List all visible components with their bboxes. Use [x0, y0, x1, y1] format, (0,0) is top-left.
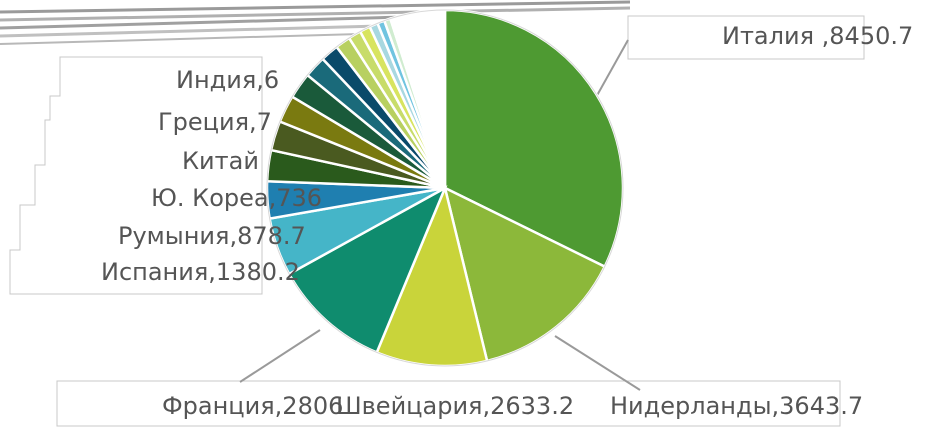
label-box-left: [9, 56, 263, 295]
label-romania: Румыния,878.7: [118, 222, 306, 250]
label-switzerland: Швейцария,2633.2: [336, 392, 575, 420]
pie-slices: [265, 8, 625, 368]
label-france: Франция,2806: [162, 392, 344, 420]
leader-france: [239, 329, 321, 383]
label-box-italy: [627, 15, 865, 60]
label-box-bottom: [56, 380, 841, 427]
label-netherlands: Нидерланды,3643.7: [610, 392, 864, 420]
label-india: Индия,6: [176, 66, 280, 94]
label-china: Китай: [182, 147, 259, 175]
pie-outline: [266, 9, 624, 367]
label-spain: Испания,1380.2: [101, 258, 300, 286]
label-greece: Греция,7: [158, 108, 272, 136]
label-italy: Италия ,8450.7: [722, 22, 914, 50]
label-korea: Ю. Кореа,736: [151, 184, 323, 212]
leader-netherlands: [554, 335, 641, 391]
background-streaks: [0, 0, 631, 45]
